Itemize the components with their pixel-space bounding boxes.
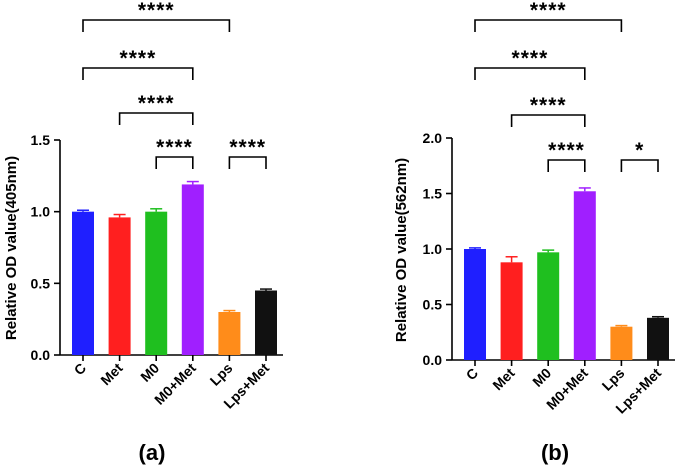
panel-b-significance-bracket xyxy=(474,19,623,32)
panel-b-y-tick-label: 1.0 xyxy=(423,241,443,257)
panel-a-label: (a) xyxy=(139,440,166,465)
panel-a-significance-bracket xyxy=(82,19,231,32)
panel-a-significance-bracket xyxy=(82,67,194,80)
panel-a-category-label: M0 xyxy=(137,360,162,385)
panel-b-label: (b) xyxy=(541,440,569,465)
panel-b-significance-bracket xyxy=(474,67,586,80)
panel-b-significance-label: **** xyxy=(530,0,567,22)
panel-b-bar-lps xyxy=(610,326,633,360)
panel-a-bar-lps-plus-met xyxy=(255,290,277,355)
panel-b-significance-bracket xyxy=(547,159,586,172)
panel-a-bar-m0 xyxy=(145,211,168,355)
panel-a-category-label: Lps xyxy=(207,360,236,389)
panel-b-y-tick-label: 0.5 xyxy=(423,297,443,313)
panel-a-y-tick-label: 1.0 xyxy=(31,204,51,220)
panel-b-bar-m0-plus-met xyxy=(573,191,596,360)
panel-a-significance-label: **** xyxy=(229,136,266,159)
panel-b-y-tick-label: 1.5 xyxy=(423,186,443,202)
panel-b-y-tick-label: 2.0 xyxy=(423,130,443,146)
panel-b-y-tick-label: 0.0 xyxy=(423,352,443,368)
panel-a-significance-bracket xyxy=(118,112,194,125)
panel-a-significance-bracket xyxy=(228,156,267,169)
panel-a-bar-m0-plus-met xyxy=(181,184,204,355)
panel-a-y-tick-label: 0.0 xyxy=(31,347,51,363)
panel-a-significance-label: **** xyxy=(138,0,175,22)
panel-b-category-label: M0+Met xyxy=(543,365,591,413)
panel-a-category-label: C xyxy=(71,360,89,378)
panel-b-bar-lps-plus-met xyxy=(647,317,669,360)
panel-b-category-label: C xyxy=(463,365,481,383)
panel-a-bar-lps xyxy=(218,312,241,355)
panel-a-category-label: M0+Met xyxy=(151,360,199,408)
panel-a-significance-bracket xyxy=(155,156,194,169)
panel-a-y-tick-label: 1.5 xyxy=(31,132,51,148)
panel-a-y-tick-label: 0.5 xyxy=(31,275,51,291)
panel-a-significance-label: **** xyxy=(156,136,193,159)
panel-a-bar-c xyxy=(72,211,94,355)
panel-b-category-label: M0 xyxy=(529,365,554,390)
panel-b-bar-m0 xyxy=(537,252,560,360)
panel-b-category-label: Lps xyxy=(599,365,628,394)
panel-b-significance-bracket xyxy=(620,159,659,172)
panel-b-y-axis-title: Relative OD value(562nm) xyxy=(393,158,410,342)
panel-b-significance-label: **** xyxy=(512,47,549,70)
panel-b-significance-label: **** xyxy=(530,94,567,117)
panel-a-significance-label: **** xyxy=(138,92,175,115)
panel-a-y-axis-title: Relative OD value(405nm) xyxy=(3,156,20,340)
panel-b-category-label: Met xyxy=(489,365,518,394)
panel-b-significance-bracket xyxy=(510,114,586,127)
panel-a-significance-label: **** xyxy=(120,47,157,70)
panel-a-chart: 0.0 0.5 1.0 1.5 Relative OD value(405nm) C Met… xyxy=(3,0,283,465)
panel-b-bar-c xyxy=(464,249,486,360)
panel-a-category-label: Met xyxy=(97,360,126,389)
panel-a-bar-met xyxy=(108,217,131,355)
panel-b-chart: 0.0 0.5 1.0 1.5 2.0 Relative OD value(562nm) C… xyxy=(393,0,675,465)
panel-b-bar-met xyxy=(500,262,523,360)
panel-b-significance-label: **** xyxy=(548,139,585,162)
panel-b-significance-label: * xyxy=(635,139,644,162)
